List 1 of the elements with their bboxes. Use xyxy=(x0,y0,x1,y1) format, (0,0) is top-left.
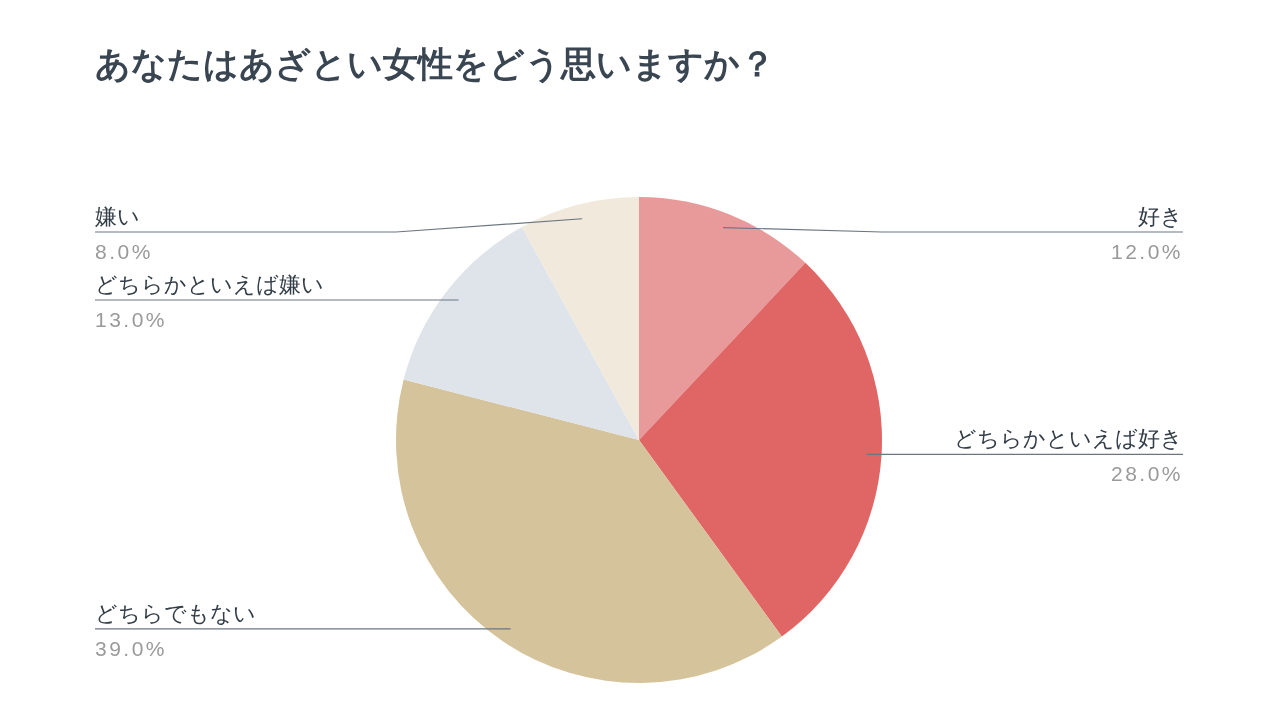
title: あなたはあざとい女性をどう思いますか？ xyxy=(95,44,775,83)
